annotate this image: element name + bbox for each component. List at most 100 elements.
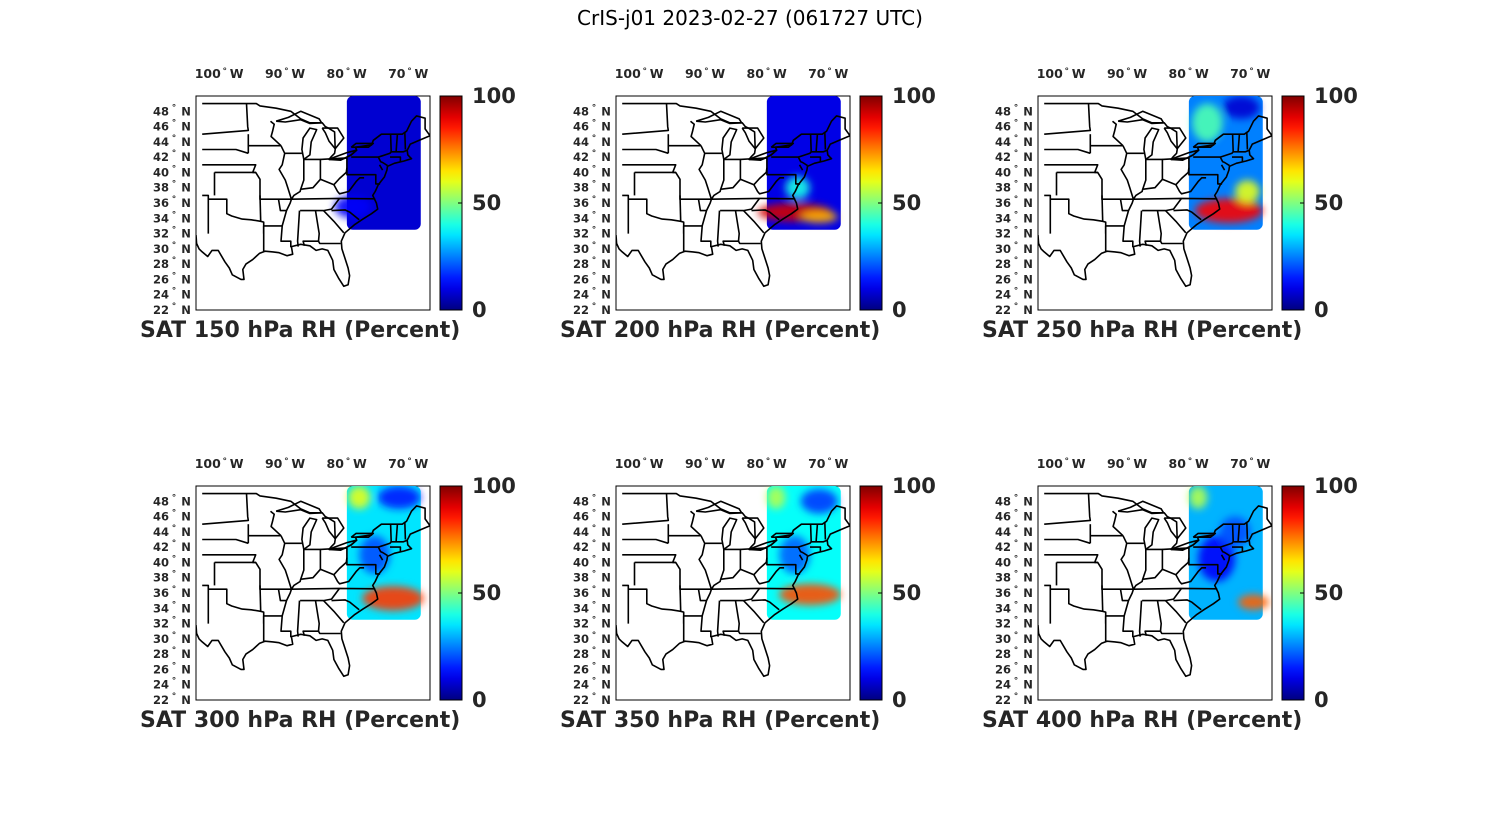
latitude-hemisphere: N [601, 662, 611, 676]
colorbar-tick-label: 0 [1314, 298, 1329, 322]
latitude-hemisphere: N [181, 617, 191, 631]
latitude-hemisphere: N [181, 257, 191, 271]
latitude-tick-label: 36 [573, 586, 589, 600]
degree-symbol: ° [407, 67, 412, 77]
state-border [296, 210, 301, 247]
great-lake [741, 517, 765, 540]
degree-symbol: ° [592, 554, 597, 564]
degree-symbol: ° [592, 677, 597, 687]
degree-symbol: ° [1014, 692, 1019, 702]
longitude-hemisphere: W [650, 66, 664, 81]
degree-symbol: ° [1014, 554, 1019, 564]
degree-symbol: ° [1014, 524, 1019, 534]
degree-symbol: ° [592, 195, 597, 205]
state-border [1233, 149, 1250, 153]
latitude-tick-label: 44 [995, 135, 1011, 149]
latitude-hemisphere: N [181, 181, 191, 195]
degree-symbol: ° [1014, 661, 1019, 671]
state-border [697, 199, 707, 212]
latitude-tick-label: 34 [995, 601, 1011, 615]
degree-symbol: ° [172, 134, 177, 144]
state-border [1138, 210, 1143, 247]
latitude-tick-label: 32 [995, 617, 1011, 631]
degree-symbol: ° [172, 195, 177, 205]
great-lake [770, 532, 795, 538]
latitude-tick-label: 42 [153, 540, 169, 554]
state-border [333, 177, 365, 195]
degree-symbol: ° [1014, 241, 1019, 251]
state-boundaries [616, 102, 850, 288]
latitude-hemisphere: N [181, 525, 191, 539]
great-lake [350, 142, 375, 148]
state-border [1246, 131, 1249, 150]
state-border [1138, 600, 1143, 637]
state-border [269, 120, 282, 147]
degree-symbol: ° [827, 67, 832, 77]
degree-symbol: ° [592, 539, 597, 549]
great-lake [275, 110, 323, 125]
rh-feature [334, 195, 372, 219]
degree-symbol: ° [643, 457, 648, 467]
latitude-hemisphere: N [1023, 257, 1033, 271]
state-border [622, 493, 670, 525]
longitude-tick-label: 100 [615, 456, 641, 471]
latitude-tick-label: 28 [153, 647, 169, 661]
state-border [811, 149, 828, 153]
state-border [269, 510, 282, 537]
latitude-hemisphere: N [1023, 211, 1033, 225]
degree-symbol: ° [346, 457, 351, 467]
latitude-tick-label: 38 [153, 181, 169, 195]
latitude-hemisphere: N [1023, 135, 1033, 149]
latitude-tick-label: 28 [573, 257, 589, 271]
state-boundaries [616, 492, 850, 678]
latitude-hemisphere: N [1023, 647, 1033, 661]
state-border [202, 584, 210, 624]
state-border [798, 554, 804, 561]
latitude-hemisphere: N [1023, 678, 1033, 692]
degree-symbol: ° [592, 119, 597, 129]
degree-symbol: ° [172, 554, 177, 564]
longitude-tick-label: 100 [615, 66, 641, 81]
state-border [766, 557, 801, 575]
state-border [290, 549, 305, 590]
state-border [742, 600, 765, 624]
latitude-hemisphere: N [1023, 150, 1033, 164]
degree-symbol: ° [592, 631, 597, 641]
great-lake [748, 539, 777, 551]
state-border [1132, 159, 1147, 200]
state-border [815, 524, 819, 542]
latitude-hemisphere: N [181, 494, 191, 508]
state-border [1188, 167, 1223, 185]
longitude-hemisphere: W [711, 66, 725, 81]
latitude-hemisphere: N [181, 104, 191, 118]
colorbar-tick-label: 0 [472, 298, 487, 322]
degree-symbol: ° [172, 631, 177, 641]
longitude-hemisphere: W [711, 456, 725, 471]
state-border [810, 546, 822, 552]
longitude-tick-label: 100 [195, 456, 221, 471]
latitude-tick-label: 46 [573, 510, 589, 524]
latitude-hemisphere: N [601, 150, 611, 164]
state-border [296, 600, 301, 637]
degree-symbol: ° [592, 616, 597, 626]
degree-symbol: ° [592, 509, 597, 519]
degree-symbol: ° [592, 226, 597, 236]
rh-feature [1222, 96, 1260, 119]
great-lake [695, 110, 743, 125]
state-border [391, 539, 408, 543]
state-border [824, 521, 827, 540]
degree-symbol: ° [172, 646, 177, 656]
state-border [202, 103, 250, 135]
degree-symbol: ° [1065, 67, 1070, 77]
great-lake [301, 127, 318, 161]
latitude-hemisphere: N [181, 586, 191, 600]
great-lake [770, 142, 795, 148]
degree-symbol: ° [1014, 600, 1019, 610]
latitude-hemisphere: N [181, 632, 191, 646]
latitude-tick-label: 26 [153, 662, 169, 676]
longitude-hemisphere: W [773, 66, 787, 81]
latitude-hemisphere: N [1023, 104, 1033, 118]
latitude-tick-label: 30 [995, 632, 1011, 646]
latitude-tick-label: 26 [995, 272, 1011, 286]
state-border [1164, 600, 1187, 624]
